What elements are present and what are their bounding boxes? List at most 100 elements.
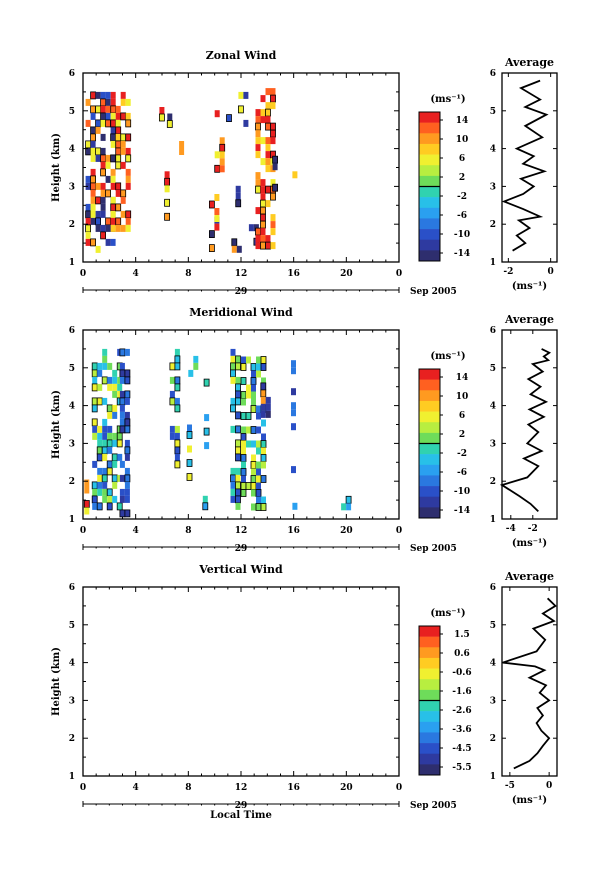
field-cell	[219, 151, 225, 159]
field-cell	[256, 496, 261, 504]
y-tick-label: 4	[69, 659, 75, 669]
colorbar-swatch	[419, 626, 440, 637]
average-x-label: (ms⁻¹)	[512, 538, 547, 549]
x-tick-label: 4	[133, 526, 139, 536]
field-cell	[256, 405, 261, 413]
field-cell	[174, 376, 180, 384]
field-cell	[256, 370, 261, 378]
colorbar-swatch	[419, 369, 440, 380]
average-y-tick-label: 6	[490, 326, 496, 336]
field-cell	[84, 500, 90, 508]
field-cell	[107, 362, 113, 370]
field-cell	[95, 91, 101, 99]
field-cell	[102, 495, 108, 503]
field-cell	[112, 460, 118, 468]
field-cell	[97, 397, 103, 405]
colorbar-swatch	[419, 464, 440, 476]
colorbar-unit: (ms⁻¹)	[430, 608, 465, 619]
panel-title: Zonal Wind	[206, 49, 277, 62]
field-cell	[291, 409, 296, 417]
field-cell	[169, 432, 175, 440]
contour-mark	[125, 154, 132, 163]
colorbar-swatch	[419, 486, 440, 498]
y-tick-label: 5	[69, 621, 75, 631]
field-cell	[253, 224, 259, 232]
contour-mark	[186, 473, 193, 481]
field-cell	[255, 207, 261, 215]
contour-mark	[124, 425, 131, 434]
colorbar-swatch	[419, 239, 440, 251]
colorbar-label: -2.6	[452, 706, 471, 716]
field-cell	[124, 376, 130, 384]
field-cell	[230, 348, 236, 356]
field-cell	[251, 468, 256, 476]
field-cell	[272, 184, 278, 192]
field-cell	[238, 91, 244, 99]
field-cell	[112, 432, 118, 440]
field-cell	[102, 432, 108, 440]
field-cell	[174, 432, 180, 440]
field-cell	[119, 460, 125, 468]
colorbar-swatch	[419, 496, 440, 508]
field-cell	[100, 105, 106, 113]
y-tick-label: 4	[69, 402, 75, 412]
contour-mark	[106, 467, 113, 476]
contour-mark	[230, 404, 236, 413]
field-cell	[265, 109, 271, 117]
date-label: Sep 2005	[410, 287, 457, 297]
field-cell	[255, 109, 261, 117]
colorbar-swatch	[419, 507, 440, 519]
contour-mark	[245, 412, 252, 420]
contour-mark	[186, 431, 193, 439]
field-cell	[246, 426, 251, 434]
field-cell	[214, 215, 220, 222]
field-cell	[100, 231, 106, 239]
colorbar-swatch	[419, 218, 440, 230]
field-cell	[241, 363, 246, 371]
field-cell	[120, 224, 126, 232]
field-cell	[107, 439, 113, 447]
field-cell	[219, 144, 225, 152]
contour-mark	[235, 362, 241, 371]
field-cell	[90, 168, 96, 176]
field-cell	[115, 112, 121, 120]
field-cell	[270, 88, 276, 96]
field-cell	[169, 390, 175, 398]
field-cell	[105, 154, 111, 162]
contour-mark	[202, 502, 209, 511]
field-cell	[256, 356, 261, 364]
x-tick-label: 16	[287, 269, 300, 279]
field-cell	[92, 495, 98, 503]
field-cell	[95, 196, 101, 204]
field-cell	[125, 119, 131, 127]
contour-mark	[90, 238, 96, 247]
average-y-tick-label: 5	[490, 364, 496, 374]
x-tick-label: 8	[185, 269, 191, 279]
field-cell	[188, 369, 194, 377]
field-cell	[125, 147, 131, 155]
field-cell	[255, 116, 261, 124]
field-cell	[230, 355, 236, 363]
contour-mark	[272, 183, 279, 192]
field-cell	[105, 224, 111, 232]
field-cell	[117, 432, 123, 440]
average-y-tick-label: 5	[490, 621, 496, 631]
field-cell	[100, 98, 106, 106]
field-cell	[270, 242, 276, 250]
date-label: Sep 2005	[410, 544, 457, 554]
field-cell	[235, 425, 241, 433]
field-cell	[214, 151, 220, 159]
field-cell	[260, 221, 266, 229]
field-cell	[95, 105, 101, 113]
field-cell	[85, 175, 91, 183]
field-cell	[260, 207, 266, 215]
contour-mark	[158, 113, 165, 122]
colorbar-swatch	[419, 700, 440, 712]
field-cell	[167, 113, 173, 121]
field-cell	[110, 196, 116, 204]
colorbar-label: 2	[459, 173, 465, 183]
field-cell	[159, 114, 165, 121]
colorbar-swatch	[419, 657, 440, 669]
contour-mark	[91, 404, 98, 413]
